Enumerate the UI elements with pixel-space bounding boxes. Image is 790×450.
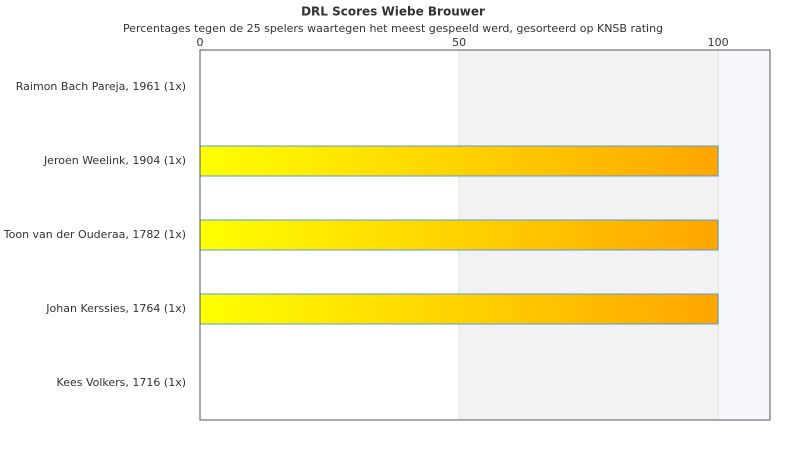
chart-subtitle: Percentages tegen de 25 spelers waartege… <box>123 22 663 35</box>
y-tick-label: Raimon Bach Pareja, 1961 (1x) <box>16 80 186 93</box>
x-tick-label: 50 <box>452 36 466 49</box>
y-tick-label: Toon van der Ouderaa, 1782 (1x) <box>3 228 186 241</box>
bar <box>199 219 719 251</box>
y-tick-label: Johan Kerssies, 1764 (1x) <box>45 302 186 315</box>
y-tick-label: Kees Volkers, 1716 (1x) <box>57 376 186 389</box>
bar <box>199 145 719 177</box>
chart-title: DRL Scores Wiebe Brouwer <box>301 5 485 19</box>
plot-border <box>199 49 771 421</box>
plot-band <box>718 50 770 420</box>
x-tick-label: 0 <box>197 36 204 49</box>
bar <box>199 293 719 325</box>
y-tick-label: Jeroen Weelink, 1904 (1x) <box>43 154 186 167</box>
x-tick-label: 100 <box>708 36 729 49</box>
